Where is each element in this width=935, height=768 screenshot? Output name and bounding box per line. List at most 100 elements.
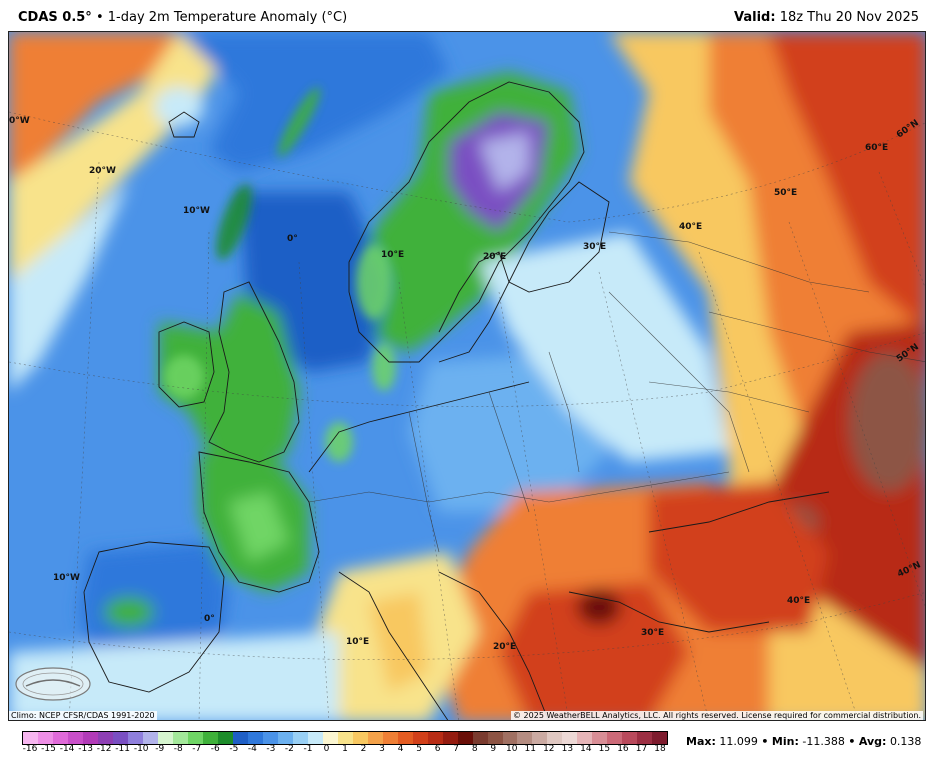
color-scale-tick-label: -10 [133,744,149,754]
color-scale-cell [172,732,188,744]
max-label: Max: [686,735,716,748]
color-scale-cell [97,732,113,744]
color-scale-cell [127,732,143,744]
valid-time-value: 18z Thu 20 Nov 2025 [779,10,919,25]
color-scale-cell [517,732,533,744]
min-label: Min: [771,735,799,748]
lon-label-10w-south: 10°W [53,573,80,583]
color-scale-tick-label: 0 [323,744,330,754]
color-scale-tick-label: -4 [247,744,257,754]
title-separator: • [95,10,104,25]
avg-label: Avg: [858,735,887,748]
color-scale-tick-label: 11 [524,744,537,754]
color-scale-tick-label: -6 [210,744,220,754]
color-scale-ticks: -16 -15 -14 -13 -12 -11 -10 -9 -8 -7 -6 -5 -4 -3 -2 -1 0… [22,744,668,758]
color-scale-tick-label: 18 [654,744,666,754]
color-scale-cell [637,732,653,744]
min-value: -11.388 [802,735,845,748]
color-scale-tick-label: 6 [434,744,441,754]
color-scale-cell [322,732,338,744]
map-canvas: 0°W 20°W 10°W 0° 10°E 20°E 30°E 40°E 50°… [9,32,925,720]
color-scale-tick-label: 14 [580,744,592,754]
color-scale-tick-label: 16 [617,744,629,754]
header: CDAS 0.5° • 1-day 2m Temperature Anomaly… [0,0,935,30]
color-scale-cell [457,732,473,744]
weatherbell-logo-icon [15,667,91,701]
color-scale-tick-label: 10 [506,744,518,754]
color-scale-cell [562,732,578,744]
lon-label-10e-south: 10°E [346,637,369,647]
climo-note: Climo: NCEP CFSR/CDAS 1991-2020 [9,711,157,720]
lon-label-30e-south: 30°E [641,628,664,638]
weatherbell-logo [14,666,92,702]
color-scale-tick-label: -1 [303,744,313,754]
stats-sep-1: • [761,735,769,748]
product-name: 1-day 2m Temperature Anomaly (°C) [107,10,348,25]
color-scale-tick-label: 12 [543,744,555,754]
anomaly-map[interactable]: 0°W 20°W 10°W 0° 10°E 20°E 30°E 40°E 50°… [8,31,926,721]
color-scale-cell [217,732,233,744]
color-scale-tick-label: -16 [22,744,38,754]
color-scale-tick-label: 9 [490,744,497,754]
color-scale-tick-label: -11 [115,744,130,754]
color-scale-cell [502,732,518,744]
color-scale-cell [607,732,623,744]
lon-label-20e-south: 20°E [493,642,516,652]
color-scale-cell [397,732,413,744]
color-scale-cell [307,732,323,744]
copyright-note: © 2025 WeatherBELL Analytics, LLC. All r… [511,711,923,720]
color-scale-cell [23,732,38,744]
color-scale-cell [652,732,668,744]
color-scale-cell [487,732,503,744]
color-scale-cell [37,732,53,744]
lon-label-40e-north: 40°E [679,222,702,232]
color-scale-tick-label: 8 [471,744,478,754]
color-scale-cell [157,732,173,744]
color-scale-tick-label: 3 [379,744,385,754]
color-scale-cell [442,732,458,744]
lon-label-60e: 60°E [865,143,888,153]
color-scale-cell [622,732,638,744]
color-scale-tick-label: 4 [397,744,404,754]
graticule [9,111,925,720]
color-scale-cell [472,732,488,744]
color-scale-cell [187,732,203,744]
color-scale-cell [382,732,398,744]
color-scale-cell [412,732,428,744]
valid-label: Valid: [734,10,776,25]
color-scale-tick-label: 1 [342,744,348,754]
lon-label-20w: 20°W [89,166,116,176]
color-scale-tick-label: -5 [229,744,239,754]
color-scale-cell [67,732,83,744]
color-scale-cell [337,732,353,744]
color-scale-tick-label: -2 [284,744,294,754]
color-scale-tick-label: 15 [598,744,611,754]
lon-label-20e-north: 20°E [483,252,506,262]
field-statistics: Max: 11.099 • Min: -11.388 • Avg: 0.138 [686,735,921,748]
valid-time: Valid: 18z Thu 20 Nov 2025 [734,10,919,25]
color-scale-cell [367,732,383,744]
avg-value: 0.138 [889,735,922,748]
color-scale-tick-label: -14 [59,744,75,754]
color-scale-tick-label: -3 [266,744,276,754]
color-scale-cell [52,732,68,744]
lon-label-10w-north: 10°W [183,206,210,216]
color-scale-tick-label: -12 [96,744,112,754]
color-scale-cell [82,732,98,744]
color-scale-cell [292,732,308,744]
color-scale-cell [202,732,218,744]
color-scale-tick-label: -15 [41,744,56,754]
lon-label-0w-top: 0°W [9,116,30,126]
color-scale-tick-label: -7 [192,744,202,754]
color-scale-bar [22,731,668,745]
color-scale-tick-label: 2 [360,744,367,754]
stats-sep-2: • [848,735,856,748]
color-scale-cell [427,732,443,744]
lon-label-0-south: 0° [204,614,215,624]
country-borders [308,231,925,553]
color-scale-tick-label: -9 [155,744,165,754]
color-scale-tick-label: 17 [635,744,648,754]
detail-field [164,87,396,462]
color-scale-cell [262,732,278,744]
lon-label-50e: 50°E [774,188,797,198]
